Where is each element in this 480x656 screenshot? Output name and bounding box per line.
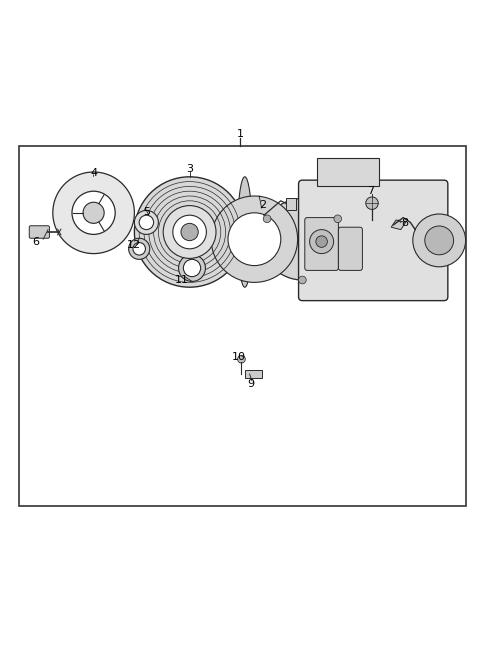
Bar: [19, 146, 466, 506]
Polygon shape: [391, 220, 406, 230]
Circle shape: [263, 215, 271, 222]
Circle shape: [366, 197, 378, 209]
Circle shape: [53, 172, 134, 254]
Text: 3: 3: [186, 163, 193, 174]
Bar: [286, 198, 296, 211]
Text: 9: 9: [248, 379, 254, 388]
Text: 2: 2: [259, 200, 266, 210]
Circle shape: [72, 191, 115, 234]
FancyBboxPatch shape: [299, 180, 448, 300]
Circle shape: [316, 236, 327, 247]
Circle shape: [228, 213, 281, 266]
Text: 1: 1: [237, 129, 243, 138]
Circle shape: [134, 177, 245, 287]
Circle shape: [163, 205, 216, 258]
Ellipse shape: [238, 177, 252, 287]
Text: 11: 11: [174, 275, 189, 285]
Circle shape: [134, 211, 158, 234]
Circle shape: [299, 276, 306, 284]
Text: 8: 8: [401, 218, 408, 228]
Circle shape: [173, 215, 206, 249]
Text: 12: 12: [126, 241, 141, 251]
FancyBboxPatch shape: [29, 226, 49, 238]
Text: 6: 6: [33, 237, 39, 247]
Text: 7: 7: [368, 186, 374, 195]
FancyBboxPatch shape: [305, 218, 338, 270]
Circle shape: [183, 259, 201, 277]
Text: 10: 10: [232, 352, 246, 362]
Circle shape: [181, 223, 198, 241]
Circle shape: [334, 215, 342, 222]
Circle shape: [129, 238, 150, 259]
Circle shape: [139, 215, 154, 230]
Circle shape: [262, 198, 343, 280]
Circle shape: [133, 243, 145, 255]
Bar: [317, 157, 379, 186]
Circle shape: [310, 230, 334, 254]
Circle shape: [425, 226, 454, 255]
Text: 5: 5: [143, 207, 150, 217]
FancyBboxPatch shape: [338, 227, 362, 270]
Circle shape: [413, 214, 466, 267]
Bar: [245, 370, 262, 379]
Circle shape: [179, 255, 205, 281]
Circle shape: [238, 356, 245, 363]
Circle shape: [211, 196, 298, 282]
Circle shape: [83, 202, 104, 223]
Text: 4: 4: [90, 169, 97, 178]
